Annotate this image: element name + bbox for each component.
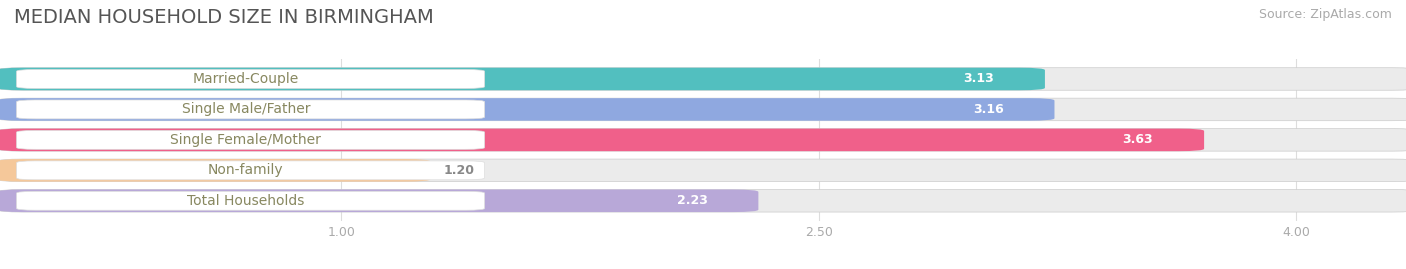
Text: Single Female/Mother: Single Female/Mother xyxy=(170,133,321,147)
Text: Non-family: Non-family xyxy=(208,163,284,177)
Text: Single Male/Father: Single Male/Father xyxy=(181,102,311,116)
FancyBboxPatch shape xyxy=(0,159,430,182)
Text: Married-Couple: Married-Couple xyxy=(193,72,299,86)
Text: 3.16: 3.16 xyxy=(973,103,1004,116)
FancyBboxPatch shape xyxy=(0,159,1406,182)
Text: Total Households: Total Households xyxy=(187,194,305,208)
Text: Source: ZipAtlas.com: Source: ZipAtlas.com xyxy=(1258,8,1392,21)
Text: 2.23: 2.23 xyxy=(676,194,707,207)
Text: MEDIAN HOUSEHOLD SIZE IN BIRMINGHAM: MEDIAN HOUSEHOLD SIZE IN BIRMINGHAM xyxy=(14,8,434,27)
FancyBboxPatch shape xyxy=(0,98,1054,121)
FancyBboxPatch shape xyxy=(0,190,758,212)
FancyBboxPatch shape xyxy=(17,161,485,180)
FancyBboxPatch shape xyxy=(17,69,485,89)
FancyBboxPatch shape xyxy=(0,98,1406,121)
FancyBboxPatch shape xyxy=(0,68,1045,90)
FancyBboxPatch shape xyxy=(0,68,1406,90)
FancyBboxPatch shape xyxy=(17,130,485,149)
FancyBboxPatch shape xyxy=(0,129,1406,151)
Text: 3.63: 3.63 xyxy=(1122,133,1153,146)
FancyBboxPatch shape xyxy=(17,191,485,210)
FancyBboxPatch shape xyxy=(0,129,1204,151)
Text: 3.13: 3.13 xyxy=(963,72,994,86)
FancyBboxPatch shape xyxy=(17,100,485,119)
FancyBboxPatch shape xyxy=(0,190,1406,212)
Text: 1.20: 1.20 xyxy=(443,164,474,177)
